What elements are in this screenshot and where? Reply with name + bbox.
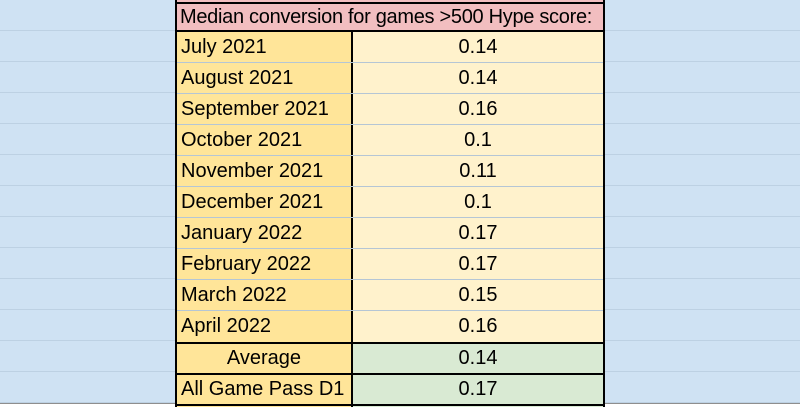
month-label-cell[interactable]: August 2021	[177, 63, 353, 93]
month-rows: July 2021 0.14 August 2021 0.14 Septembe…	[177, 32, 603, 342]
month-label-cell[interactable]: July 2021	[177, 32, 353, 62]
conversion-table: Median conversion for games >500 Hype sc…	[175, 0, 605, 407]
month-row: December 2021 0.1	[177, 187, 603, 218]
average-label-cell[interactable]: Average	[177, 344, 353, 373]
month-value-cell[interactable]: 0.17	[353, 218, 603, 248]
month-value-cell[interactable]: 0.16	[353, 94, 603, 124]
table-title-cell[interactable]: Median conversion for games >500 Hype sc…	[177, 4, 603, 30]
month-value-cell[interactable]: 0.16	[353, 311, 603, 342]
month-value-cell[interactable]: 0.17	[353, 249, 603, 279]
cut-row-top	[177, 0, 603, 2]
month-label-cell[interactable]: January 2022	[177, 218, 353, 248]
month-row: August 2021 0.14	[177, 63, 603, 94]
month-label-cell[interactable]: February 2022	[177, 249, 353, 279]
month-row: April 2022 0.16	[177, 311, 603, 342]
month-row: October 2021 0.1	[177, 125, 603, 156]
month-value-cell[interactable]: 0.1	[353, 125, 603, 155]
title-divider	[177, 30, 603, 32]
month-value-cell[interactable]: 0.15	[353, 280, 603, 310]
month-value-cell[interactable]: 0.14	[353, 63, 603, 93]
month-label-cell[interactable]: September 2021	[177, 94, 353, 124]
month-label-cell[interactable]: March 2022	[177, 280, 353, 310]
month-row: January 2022 0.17	[177, 218, 603, 249]
month-row: March 2022 0.15	[177, 280, 603, 311]
month-label-cell[interactable]: October 2021	[177, 125, 353, 155]
month-row: September 2021 0.16	[177, 94, 603, 125]
month-label-cell[interactable]: April 2022	[177, 311, 353, 342]
table-border-top	[177, 2, 603, 4]
game-pass-row: All Game Pass D1 0.17	[177, 375, 603, 404]
average-value-cell[interactable]: 0.14	[353, 344, 603, 373]
game-pass-value-cell[interactable]: 0.17	[353, 375, 603, 404]
month-row: February 2022 0.17	[177, 249, 603, 280]
month-label-cell[interactable]: November 2021	[177, 156, 353, 186]
month-label-cell[interactable]: December 2021	[177, 187, 353, 217]
month-value-cell[interactable]: 0.11	[353, 156, 603, 186]
month-value-cell[interactable]: 0.14	[353, 32, 603, 62]
table-border-bottom	[177, 404, 603, 406]
average-divider	[177, 342, 603, 344]
month-row: July 2021 0.14	[177, 32, 603, 63]
average-row: Average 0.14	[177, 344, 603, 373]
month-value-cell[interactable]: 0.1	[353, 187, 603, 217]
month-row: November 2021 0.11	[177, 156, 603, 187]
game-pass-divider	[177, 373, 603, 375]
game-pass-label-cell[interactable]: All Game Pass D1	[177, 375, 353, 404]
